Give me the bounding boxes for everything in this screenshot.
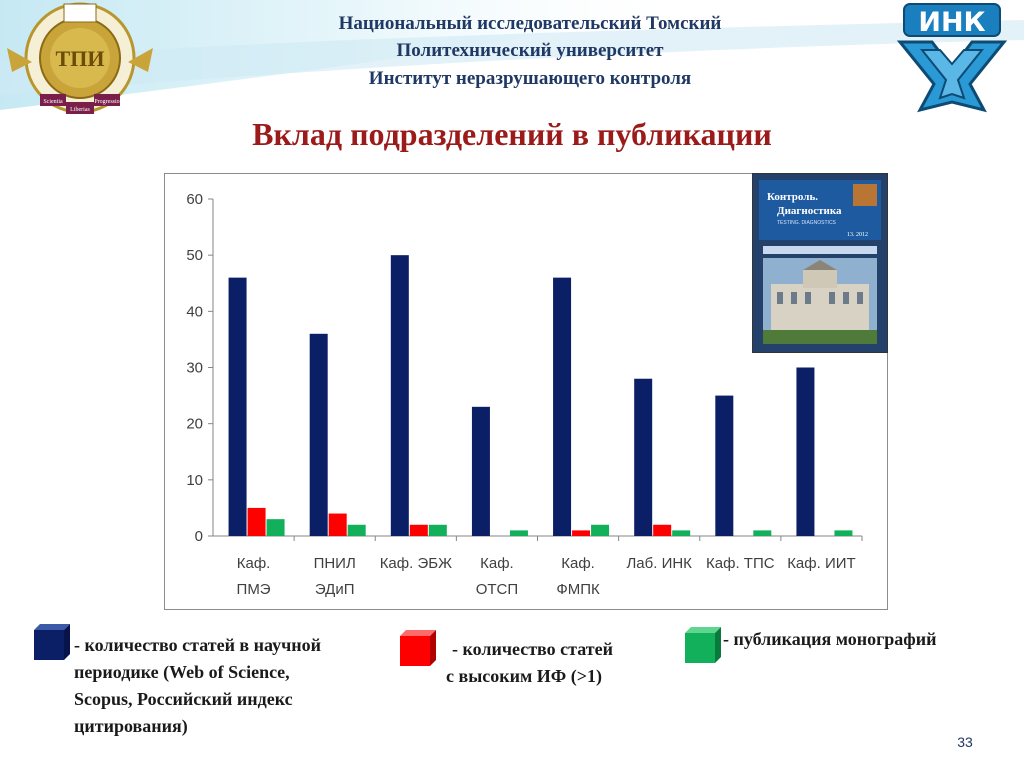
bar-articles	[390, 255, 409, 536]
chart-area: 0 10 20 30 40 50 60 Каф. ПМЭ ПНИЛ ЭДиП Каф. ЭБЖ Каф.…	[164, 173, 888, 610]
bar-monographs	[591, 524, 610, 536]
ink-logo-text: ИНК	[918, 7, 985, 38]
bar-high_if	[572, 530, 591, 536]
legend-articles-line-4: цитирования)	[74, 716, 188, 736]
y-tick-label: 20	[186, 416, 203, 433]
svg-text:Progressio: Progressio	[94, 99, 119, 105]
ink-logo-icon: ИНК	[896, 3, 1008, 113]
svg-text:13. 2012: 13. 2012	[847, 232, 868, 238]
bar-articles	[715, 395, 734, 536]
slide-title: Вклад подразделений в публикации	[252, 116, 772, 152]
header-line-1: Национальный исследовательский Томский	[338, 13, 722, 34]
cover-title: Контроль.	[767, 191, 818, 203]
bar-monographs	[672, 530, 691, 536]
bar-chart: 0 10 20 30 40 50 60 Каф. ПМЭ ПНИЛ ЭДиП Каф. ЭБЖ Каф.…	[186, 191, 863, 598]
header-line-3: Институт неразрушающего контроля	[368, 68, 692, 89]
bar-articles	[309, 333, 328, 536]
x-tick-label: ЭДиП	[315, 581, 355, 598]
university-seal-icon: ТПИ Scientia Liberias Progressio	[7, 2, 153, 114]
bar-monographs	[266, 519, 285, 536]
x-tick-label: ПМЭ	[237, 581, 271, 598]
y-tick-label: 40	[186, 303, 203, 320]
bar-articles	[228, 277, 247, 536]
legend-articles-line-1: - количество статей в научной	[74, 635, 322, 655]
legend-articles-line-2: периодике (Web of Science,	[74, 662, 290, 682]
x-tick-label: Каф. ЭБЖ	[380, 555, 452, 572]
x-tick-label: Каф.	[561, 555, 595, 572]
legend-articles: - количество статей в научной периодике …	[74, 632, 394, 740]
x-tick-label: ОТСП	[476, 581, 518, 598]
x-tick-label: Каф. ИИТ	[787, 555, 855, 572]
legend-articles-line-3: Scopus, Российский индекс	[74, 689, 293, 709]
y-tick-label: 0	[195, 528, 203, 545]
bar-monographs	[428, 524, 447, 536]
legend-monographs: - публикация монографий	[723, 626, 1013, 653]
header-line-2: Политехнический университет	[396, 40, 664, 61]
svg-text:Liberias: Liberias	[70, 107, 90, 113]
page-number: 33	[957, 734, 973, 750]
y-tick-label: 50	[186, 247, 203, 264]
x-tick-label: Каф. ТПС	[706, 555, 775, 572]
legend-high-if-swatch	[400, 630, 436, 666]
journal-cover-image: Контроль. Диагностика TESTING. DIAGNOSTI…	[752, 173, 888, 353]
bar-monographs	[347, 524, 366, 536]
svg-text:TESTING. DIAGNOSTICS: TESTING. DIAGNOSTICS	[777, 220, 837, 226]
bar-monographs	[834, 530, 853, 536]
y-tick-label: 30	[186, 360, 203, 377]
bar-high_if	[653, 524, 672, 536]
legend-articles-swatch	[34, 624, 70, 660]
legend-monographs-swatch	[685, 627, 721, 663]
svg-text:Диагностика: Диагностика	[777, 205, 842, 217]
legend-monographs-line-1: - публикация монографий	[723, 629, 937, 649]
x-tick-label: Лаб. ИНК	[626, 555, 692, 572]
bar-monographs	[509, 530, 528, 536]
legend-high-if-line-2: с высоким ИФ (>1)	[446, 666, 602, 686]
x-tick-label: ПНИЛ	[314, 555, 356, 572]
bar-articles	[553, 277, 572, 536]
y-tick-label: 10	[186, 472, 203, 489]
seal-monogram: ТПИ	[56, 46, 105, 71]
bar-high_if	[409, 524, 428, 536]
bar-articles	[471, 406, 490, 536]
x-tick-label: Каф.	[237, 555, 271, 572]
legend-high-if: - количество статей с высоким ИФ (>1)	[446, 636, 666, 690]
bar-articles	[796, 367, 815, 536]
bar-articles	[634, 378, 653, 536]
bar-high_if	[328, 513, 347, 536]
y-tick-label: 60	[186, 191, 203, 208]
svg-text:Scientia: Scientia	[43, 99, 63, 105]
legend-high-if-line-1: - количество статей	[452, 639, 613, 659]
bar-monographs	[753, 530, 772, 536]
x-tick-label: ФМПК	[556, 581, 600, 598]
x-tick-label: Каф.	[480, 555, 514, 572]
bar-high_if	[247, 507, 266, 536]
